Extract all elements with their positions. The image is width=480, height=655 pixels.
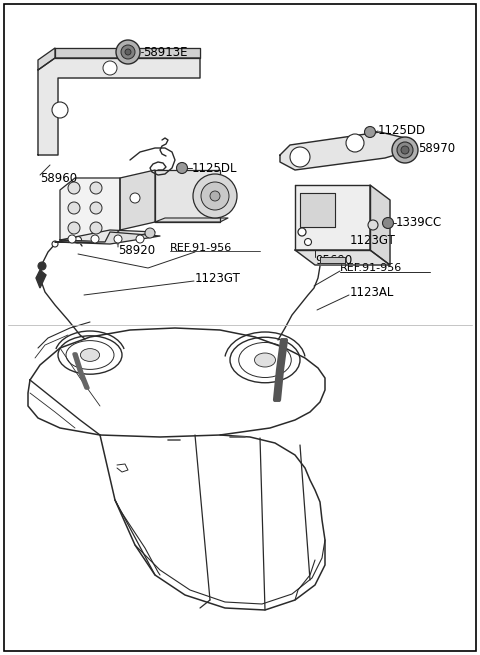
Polygon shape — [280, 132, 405, 170]
Circle shape — [68, 222, 80, 234]
Circle shape — [368, 220, 378, 230]
Polygon shape — [55, 232, 160, 244]
Circle shape — [290, 147, 310, 167]
Circle shape — [130, 193, 140, 203]
Polygon shape — [38, 58, 200, 155]
Polygon shape — [295, 250, 390, 265]
Text: 58960: 58960 — [40, 172, 77, 185]
Polygon shape — [300, 193, 335, 227]
Ellipse shape — [201, 182, 229, 210]
Circle shape — [397, 142, 413, 158]
Circle shape — [392, 137, 418, 163]
Circle shape — [91, 235, 99, 243]
Text: 58920: 58920 — [118, 244, 155, 257]
Polygon shape — [120, 170, 155, 230]
Polygon shape — [295, 185, 370, 250]
Text: 1339CC: 1339CC — [396, 217, 442, 229]
Polygon shape — [117, 464, 128, 472]
Circle shape — [401, 146, 409, 154]
Circle shape — [68, 235, 76, 243]
Circle shape — [90, 202, 102, 214]
Text: REF.91-956: REF.91-956 — [170, 243, 232, 253]
Ellipse shape — [66, 341, 114, 369]
Circle shape — [177, 162, 188, 174]
Ellipse shape — [193, 174, 237, 218]
Circle shape — [125, 49, 131, 55]
Polygon shape — [308, 206, 318, 218]
Circle shape — [383, 217, 394, 229]
Polygon shape — [55, 48, 200, 58]
Ellipse shape — [254, 353, 276, 367]
Circle shape — [103, 61, 117, 75]
Polygon shape — [155, 170, 220, 222]
Circle shape — [90, 222, 102, 234]
Circle shape — [313, 207, 319, 213]
Ellipse shape — [210, 191, 220, 201]
Circle shape — [304, 238, 312, 246]
Polygon shape — [38, 48, 55, 70]
Polygon shape — [155, 218, 228, 222]
Text: 1125DD: 1125DD — [378, 124, 426, 136]
Text: 1123AL: 1123AL — [350, 286, 395, 299]
Polygon shape — [60, 230, 155, 242]
Circle shape — [298, 228, 306, 236]
Circle shape — [74, 236, 82, 244]
Polygon shape — [320, 257, 345, 263]
Ellipse shape — [239, 343, 291, 377]
Text: 58970: 58970 — [418, 141, 455, 155]
Circle shape — [52, 241, 58, 247]
Ellipse shape — [58, 336, 122, 374]
Circle shape — [52, 102, 68, 118]
Circle shape — [145, 228, 155, 238]
Polygon shape — [60, 178, 120, 242]
Text: 1123GT: 1123GT — [350, 233, 396, 246]
Polygon shape — [370, 185, 390, 265]
Text: 58913E: 58913E — [143, 45, 188, 58]
Circle shape — [90, 182, 102, 194]
Polygon shape — [36, 270, 46, 288]
Text: 1123GT: 1123GT — [195, 272, 241, 284]
Circle shape — [68, 202, 80, 214]
Circle shape — [364, 126, 375, 138]
Circle shape — [114, 235, 122, 243]
Text: REF.91-956: REF.91-956 — [340, 263, 402, 273]
Ellipse shape — [230, 337, 300, 383]
Text: 95690: 95690 — [315, 253, 352, 267]
Circle shape — [68, 182, 80, 194]
Circle shape — [136, 235, 144, 243]
Text: 1125DL: 1125DL — [192, 162, 238, 174]
Circle shape — [121, 45, 135, 59]
Circle shape — [116, 40, 140, 64]
Circle shape — [38, 262, 46, 270]
Ellipse shape — [81, 348, 100, 362]
Circle shape — [346, 134, 364, 152]
